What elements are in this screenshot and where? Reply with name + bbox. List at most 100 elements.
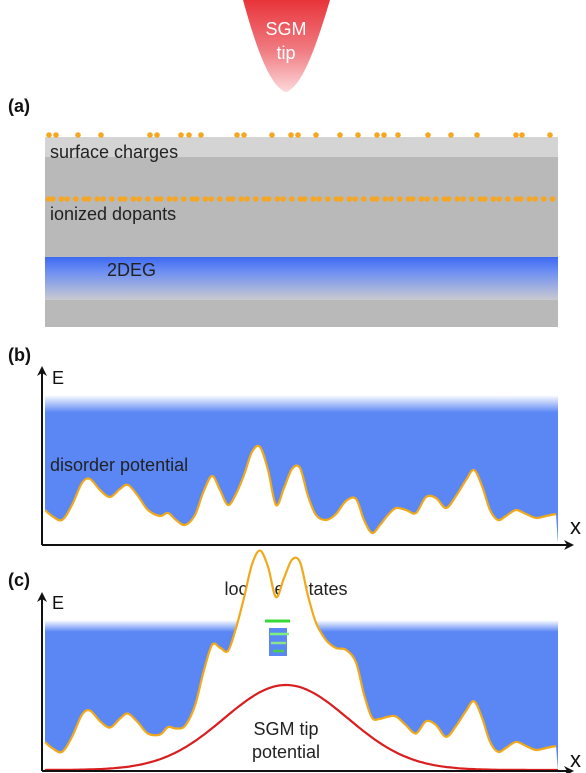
y-axis-label-b: E	[52, 368, 64, 388]
charge-dot	[361, 196, 367, 202]
charge-dot	[316, 196, 322, 202]
charge-dot	[225, 196, 232, 202]
charge-dot	[147, 132, 153, 138]
charge-dot	[49, 196, 56, 202]
charge-dot	[477, 196, 484, 202]
charge-dot	[395, 132, 401, 138]
disorder-potential-curve-c	[44, 549, 557, 754]
charge-dot	[441, 196, 448, 202]
charge-dot	[424, 196, 430, 202]
charge-dot	[202, 196, 209, 202]
charge-dot	[496, 196, 502, 202]
disorder-potential-curve-b	[45, 444, 557, 535]
charge-dot	[460, 196, 466, 202]
charge-dot	[172, 196, 178, 202]
charge-dot	[109, 196, 115, 202]
charge-dot	[355, 132, 361, 138]
charge-dot	[58, 196, 65, 202]
charge-dot	[186, 132, 192, 138]
charge-dot	[53, 132, 59, 138]
y-axis-label-c: E	[52, 593, 64, 613]
charge-dot	[189, 196, 196, 202]
charge-dot	[121, 196, 128, 202]
charge-dot	[313, 132, 319, 138]
charge-dot	[505, 196, 511, 202]
charge-dot	[388, 196, 394, 202]
charge-dot	[145, 196, 151, 202]
sgm-tip: SGM tip	[243, 0, 330, 92]
charge-dot	[517, 196, 524, 202]
charge-dot	[333, 196, 340, 202]
localized-state-fill	[269, 622, 287, 656]
x-axis-label-c: x	[570, 747, 581, 772]
charge-dot	[289, 196, 295, 202]
charge-dot	[448, 132, 454, 138]
charge-dot	[513, 132, 519, 138]
charge-dot	[136, 196, 142, 202]
charge-dot	[382, 196, 389, 202]
charge-dot	[397, 196, 403, 202]
charge-dot	[238, 196, 245, 202]
charge-dot	[346, 196, 353, 202]
sgm-tip-label-line2: tip	[276, 43, 295, 63]
disorder-potential-label: disorder potential	[50, 455, 188, 475]
charge-dot	[418, 196, 425, 202]
layer-bottom	[45, 300, 558, 327]
charge-dot	[75, 132, 81, 138]
charge-dot	[46, 132, 52, 138]
sgm-tip-shape	[243, 0, 330, 92]
charge-dot	[519, 132, 525, 138]
charge-dot	[178, 132, 184, 138]
charge-dot	[405, 196, 412, 202]
panel-a: (a) surface charges ionized dopants 2DEG	[8, 96, 558, 327]
localized-state-fill-top	[269, 622, 287, 628]
landscape-fill-c	[45, 550, 558, 771]
charge-dot	[181, 196, 187, 202]
charge-dot	[409, 196, 416, 202]
charge-dot	[295, 132, 301, 138]
panel-b-label: (b)	[8, 345, 31, 365]
sgm-tip-potential-label-line1: SGM tip	[253, 719, 318, 739]
charge-dot	[100, 196, 106, 202]
charge-dot	[454, 196, 461, 202]
landscape-fill-b	[45, 445, 558, 541]
charge-dot	[274, 196, 281, 202]
sgm-tip-label-line1: SGM	[265, 19, 306, 39]
charge-dot	[253, 196, 259, 202]
charge-dot	[98, 132, 104, 138]
charge-dot	[94, 196, 101, 202]
charge-dot	[73, 196, 79, 202]
charge-dot	[244, 196, 250, 202]
sgm-tip-potential-label-line2: potential	[252, 742, 320, 762]
charge-dot	[549, 196, 556, 202]
charge-dot	[310, 196, 317, 202]
surface-charge-dots	[46, 132, 553, 138]
sgm-tip-potential-curve	[44, 683, 558, 772]
charge-dot	[325, 196, 331, 202]
charge-dot	[85, 196, 92, 202]
charge-dot	[297, 196, 304, 202]
charge-dot	[64, 196, 70, 202]
charge-dot	[425, 132, 431, 138]
layer-top	[45, 137, 558, 157]
charge-dot	[193, 196, 200, 202]
twodeg-label: 2DEG	[107, 260, 156, 280]
charge-dot	[373, 196, 380, 202]
ionized-dopants-label: ionized dopants	[50, 204, 176, 224]
charge-dot	[154, 132, 160, 138]
charge-dot	[269, 132, 275, 138]
charge-dot	[369, 196, 376, 202]
charge-dot	[166, 196, 173, 202]
ionized-dopant-dots	[45, 196, 556, 202]
charge-dot	[469, 196, 475, 202]
charge-dot	[547, 132, 553, 138]
charge-dot	[526, 196, 533, 202]
charge-dot	[217, 196, 223, 202]
panel-c: (c) localized states SGM tip potential E…	[8, 549, 581, 773]
charge-dot	[288, 132, 294, 138]
charge-dot	[265, 196, 272, 202]
charge-dot	[45, 196, 52, 202]
charge-dot	[374, 132, 380, 138]
charge-dot	[513, 196, 520, 202]
